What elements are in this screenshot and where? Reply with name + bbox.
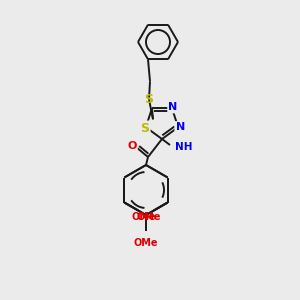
Text: O: O (127, 141, 137, 151)
Text: N: N (176, 122, 185, 132)
Text: OMe: OMe (134, 238, 158, 248)
Text: S: S (140, 122, 149, 135)
Text: N: N (168, 102, 178, 112)
Text: OMe: OMe (136, 212, 161, 221)
Text: NH: NH (175, 142, 193, 152)
Text: S: S (145, 93, 154, 106)
Text: OMe: OMe (131, 212, 156, 221)
